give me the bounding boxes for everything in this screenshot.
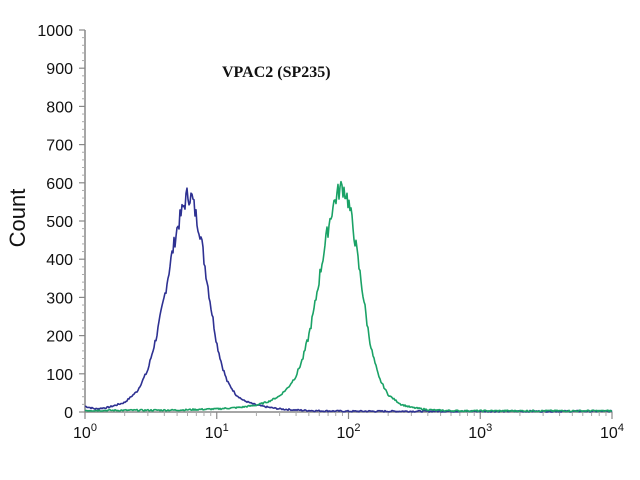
y-ticks: 0 100 200 300 400 500 600 700 800 900 1000 bbox=[37, 23, 85, 422]
y-tick-label: 500 bbox=[46, 214, 73, 231]
series-line-0 bbox=[84, 187, 613, 413]
y-axis-title: Count bbox=[5, 189, 30, 248]
y-tick-label: 900 bbox=[46, 61, 73, 78]
y-tick-label: 1000 bbox=[37, 23, 73, 40]
axes bbox=[84, 30, 612, 413]
x-tick-label: 104 bbox=[600, 422, 624, 442]
x-tick-label: 102 bbox=[337, 422, 361, 442]
series-line-1 bbox=[84, 180, 613, 413]
series-layer bbox=[84, 180, 613, 413]
y-tick-label: 800 bbox=[46, 99, 73, 116]
x-tick-label: 103 bbox=[468, 422, 492, 442]
y-tick-label: 600 bbox=[46, 176, 73, 193]
y-tick-label: 200 bbox=[46, 329, 73, 346]
x-tick-label: 101 bbox=[205, 422, 229, 442]
y-tick-label: 400 bbox=[46, 252, 73, 269]
y-tick-label: 100 bbox=[46, 367, 73, 384]
y-tick-label: 700 bbox=[46, 138, 73, 155]
x-ticks: 100 101 102 103 104 bbox=[73, 412, 624, 442]
y-tick-label: 300 bbox=[46, 290, 73, 307]
y-tick-label: 0 bbox=[64, 405, 73, 422]
chart-title: VPAC2 (SP235) bbox=[222, 64, 331, 81]
x-tick-label: 100 bbox=[73, 422, 97, 442]
